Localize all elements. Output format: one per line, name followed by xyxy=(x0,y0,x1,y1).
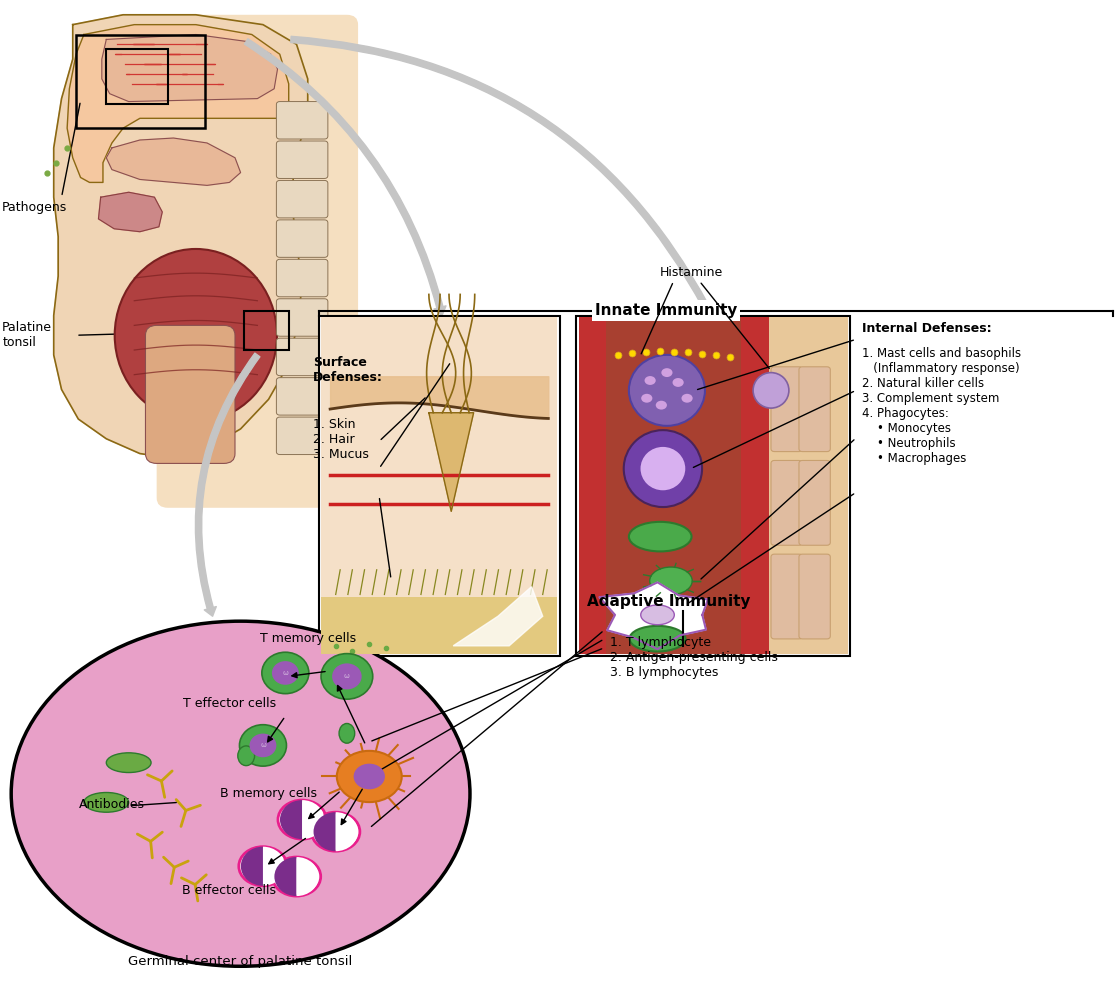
Ellipse shape xyxy=(238,847,288,885)
FancyBboxPatch shape xyxy=(276,378,328,415)
Polygon shape xyxy=(54,15,308,458)
FancyBboxPatch shape xyxy=(799,367,830,452)
Ellipse shape xyxy=(641,605,675,625)
Bar xyxy=(106,49,168,104)
Polygon shape xyxy=(98,192,162,232)
Ellipse shape xyxy=(645,376,656,385)
Text: T memory cells: T memory cells xyxy=(260,632,356,645)
Polygon shape xyxy=(67,25,289,182)
Wedge shape xyxy=(313,812,336,851)
Ellipse shape xyxy=(106,753,151,773)
Bar xyxy=(576,316,850,656)
Ellipse shape xyxy=(656,400,667,409)
Ellipse shape xyxy=(640,447,685,490)
FancyBboxPatch shape xyxy=(771,367,802,452)
Wedge shape xyxy=(302,800,325,839)
Ellipse shape xyxy=(272,661,299,684)
Text: T effector cells: T effector cells xyxy=(182,697,276,711)
Bar xyxy=(321,598,557,654)
Ellipse shape xyxy=(262,653,309,694)
Text: Palatine
tonsil: Palatine tonsil xyxy=(2,321,53,349)
Ellipse shape xyxy=(753,373,789,408)
Ellipse shape xyxy=(311,812,360,851)
Text: 1. T lymphocyte
2. Antigen-presenting cells
3. B lymphocytes: 1. T lymphocyte 2. Antigen-presenting ce… xyxy=(610,636,778,679)
Ellipse shape xyxy=(354,763,385,789)
Text: Adaptive Immunity: Adaptive Immunity xyxy=(587,595,751,609)
FancyBboxPatch shape xyxy=(145,325,235,463)
Bar xyxy=(76,35,205,128)
Bar xyxy=(606,317,741,654)
FancyBboxPatch shape xyxy=(157,15,358,508)
Ellipse shape xyxy=(321,654,373,699)
Ellipse shape xyxy=(337,751,402,803)
Ellipse shape xyxy=(641,393,652,402)
Text: Internal Defenses:: Internal Defenses: xyxy=(862,322,991,335)
Ellipse shape xyxy=(650,567,693,595)
Ellipse shape xyxy=(339,724,355,743)
Ellipse shape xyxy=(332,664,361,689)
FancyBboxPatch shape xyxy=(799,460,830,545)
FancyBboxPatch shape xyxy=(276,141,328,178)
Text: Germinal center of palatine tonsil: Germinal center of palatine tonsil xyxy=(129,955,352,968)
FancyBboxPatch shape xyxy=(276,220,328,257)
Text: 1. Skin
2. Hair
3. Mucus: 1. Skin 2. Hair 3. Mucus xyxy=(313,418,369,460)
Text: Surface
Defenses:: Surface Defenses: xyxy=(313,356,383,385)
FancyBboxPatch shape xyxy=(799,554,830,639)
Bar xyxy=(579,317,606,654)
Bar xyxy=(321,317,557,654)
Wedge shape xyxy=(297,857,319,896)
Ellipse shape xyxy=(84,793,129,812)
Text: Histamine: Histamine xyxy=(660,266,724,279)
Ellipse shape xyxy=(237,745,255,765)
Ellipse shape xyxy=(661,368,673,377)
Wedge shape xyxy=(280,800,302,839)
Bar xyxy=(769,317,848,654)
Text: ω: ω xyxy=(282,669,289,676)
Wedge shape xyxy=(274,857,297,896)
Ellipse shape xyxy=(278,800,327,839)
Ellipse shape xyxy=(629,355,705,426)
FancyBboxPatch shape xyxy=(276,180,328,218)
Ellipse shape xyxy=(272,857,321,896)
Wedge shape xyxy=(241,847,263,885)
Bar xyxy=(244,311,289,350)
Polygon shape xyxy=(453,587,543,646)
Text: Pathogens: Pathogens xyxy=(2,200,67,214)
Polygon shape xyxy=(106,138,241,185)
Bar xyxy=(741,317,769,654)
Wedge shape xyxy=(336,812,358,851)
FancyBboxPatch shape xyxy=(276,338,328,376)
Polygon shape xyxy=(102,35,278,102)
FancyBboxPatch shape xyxy=(276,102,328,139)
Ellipse shape xyxy=(250,734,276,757)
Text: ω: ω xyxy=(344,673,350,679)
Polygon shape xyxy=(600,583,708,649)
Ellipse shape xyxy=(681,393,693,402)
Wedge shape xyxy=(263,847,285,885)
FancyBboxPatch shape xyxy=(276,417,328,455)
Text: 1. Mast cells and basophils
   (Inflammatory response)
2. Natural killer cells
3: 1. Mast cells and basophils (Inflammator… xyxy=(862,347,1021,465)
Bar xyxy=(319,316,560,656)
Ellipse shape xyxy=(629,522,692,551)
Text: Innate Immunity: Innate Immunity xyxy=(594,303,737,318)
FancyBboxPatch shape xyxy=(771,554,802,639)
Ellipse shape xyxy=(114,249,276,422)
Text: Antibodies: Antibodies xyxy=(79,798,144,810)
Ellipse shape xyxy=(11,621,470,966)
FancyBboxPatch shape xyxy=(276,299,328,336)
FancyBboxPatch shape xyxy=(771,460,802,545)
Text: ω: ω xyxy=(260,742,266,748)
Polygon shape xyxy=(429,413,473,512)
FancyBboxPatch shape xyxy=(276,259,328,297)
Text: B memory cells: B memory cells xyxy=(220,787,317,801)
Ellipse shape xyxy=(623,430,702,507)
Ellipse shape xyxy=(630,626,686,652)
Text: B effector cells: B effector cells xyxy=(182,883,276,897)
Ellipse shape xyxy=(673,378,684,387)
Ellipse shape xyxy=(239,725,286,766)
